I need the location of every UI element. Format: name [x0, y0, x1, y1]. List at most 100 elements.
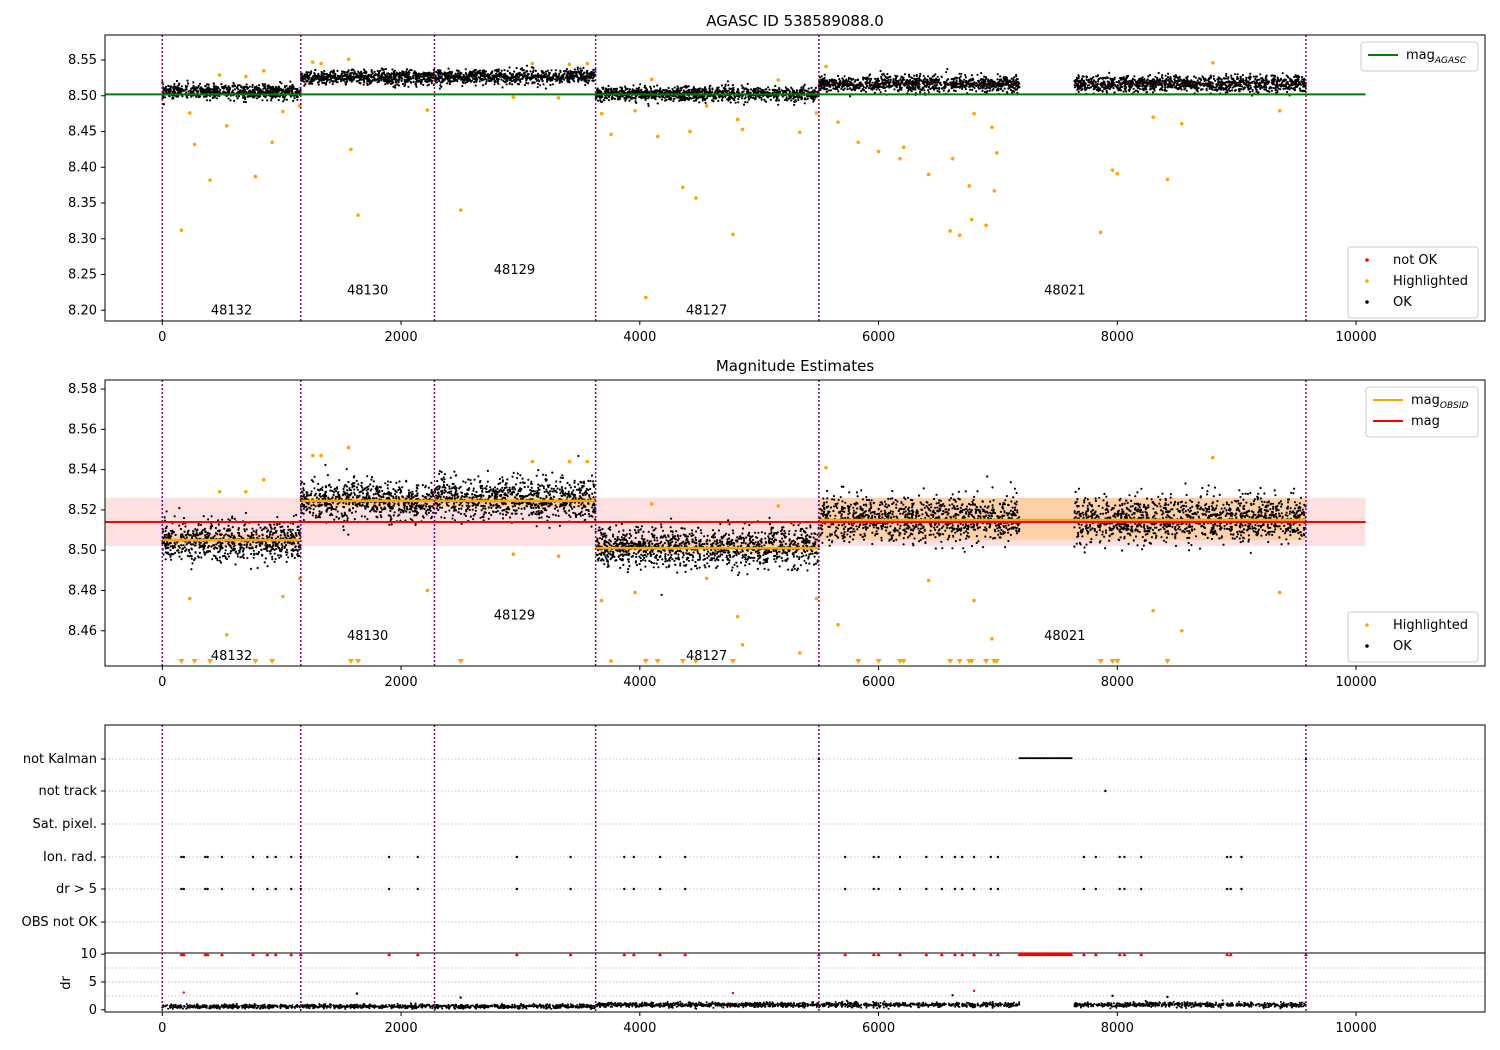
flags-row-3-point-12 [515, 855, 519, 859]
magnitude-below-range-marker-18 [956, 659, 963, 664]
magnitude-highlighted-point-19 [649, 502, 654, 506]
flags-row-3-point-25 [960, 855, 964, 859]
agasc-highlighted-point-50 [967, 184, 972, 188]
magnitude-obsid-label-48132: 48132 [211, 649, 252, 664]
flags-row-4-point-33 [1139, 887, 1143, 891]
magnitude-below-range-marker-9 [654, 659, 661, 664]
agasc-highlighted-point-9 [270, 140, 274, 145]
agasc-highlighted-point-31 [688, 129, 692, 134]
flags-row-4-point-10 [387, 887, 391, 891]
flags-row-3-point-20 [877, 855, 880, 859]
dr-ytick-label-2: 10 [80, 947, 97, 962]
flags-row-4-point-17 [683, 887, 687, 891]
magnitude-highlighted-point-25 [814, 596, 819, 601]
magnitude-legend-1-swatch-0 [1365, 623, 1369, 627]
magnitude-below-range-marker-5 [347, 659, 354, 664]
magnitude-below-range-marker-26 [1114, 659, 1121, 664]
agasc-highlighted-point-29 [655, 134, 660, 139]
agasc-legend-0 [1360, 41, 1479, 72]
flags-row-3-point-3 [206, 855, 209, 859]
flags-row-4-point-25 [960, 887, 964, 891]
flags-row-4-point-35 [1229, 887, 1232, 891]
magnitude-highlighted-point-15 [585, 459, 590, 464]
flags-row-4-point-13 [569, 887, 572, 891]
agasc-highlighted-point-18 [458, 208, 463, 212]
dr-clipped-marker-8 [289, 952, 294, 957]
magnitude-highlighted-point-34 [1277, 590, 1282, 595]
magnitude-panel: Magnitude Estimates 48132 48130 48129 48127… [68, 357, 1486, 690]
agasc-xtick-label-2: 4000 [623, 330, 656, 345]
flags-row-4-point-12 [515, 887, 519, 891]
agasc-highlighted-point-28 [649, 77, 654, 82]
flags-row-3-point-19 [872, 855, 875, 859]
magnitude-below-range-marker-13 [855, 659, 862, 664]
magnitude-below-range-marker-16 [900, 659, 907, 664]
dr-clipped-marker-4 [219, 952, 224, 957]
agasc-highlighted-point-60 [1151, 115, 1155, 120]
agasc-legend-1-label-1: Highlighted [1393, 274, 1468, 289]
dr-clipped-marker-28 [988, 952, 993, 957]
flags-row-3-point-11 [416, 855, 419, 859]
flags-category-label-3: Ion. rad. [43, 850, 97, 865]
flags-row-4-point-4 [220, 887, 224, 891]
flags-row-3-point-16 [658, 855, 662, 859]
flags-row-3-point-17 [683, 855, 687, 859]
agasc-highlighted-point-55 [992, 189, 997, 193]
magnitude-highlighted-point-3 [244, 489, 248, 494]
flags-row-4-point-18 [843, 887, 847, 891]
dr-clipped-marker-17 [683, 952, 688, 957]
magnitude-highlighted-point-20 [704, 576, 709, 581]
magnitude-plot-area: 48132 48130 48129 48127 48021 0 2000 4000 6000 80… [68, 380, 1479, 690]
magnitude-highlighted-point-7 [310, 453, 315, 458]
flags-row-3-point-10 [387, 855, 391, 859]
agasc-ok-points-1 [299, 67, 436, 89]
flags-row-3-point-28 [996, 855, 1000, 859]
magnitude-highlighted-point-28 [926, 578, 931, 583]
magnitude-highlighted-point-32 [1179, 628, 1184, 633]
magnitude-highlighted-point-14 [567, 459, 572, 464]
agasc-highlighted-point-56 [994, 151, 999, 155]
flags-category-label-0: not Kalman [23, 752, 97, 767]
agasc-highlighted-point-0 [179, 228, 184, 232]
dr-clipped-marker-34 [1139, 952, 1144, 957]
flags-row-4-point-0 [180, 887, 183, 891]
dr-clipped-marker-36 [1228, 952, 1233, 957]
magnitude-below-range-marker-23 [993, 659, 1000, 664]
flags-row-4-point-36 [1240, 887, 1243, 891]
agasc-highlighted-point-41 [836, 120, 840, 125]
magnitude-highlighted-point-24 [797, 651, 802, 655]
dr-clipped-marker-1 [181, 952, 186, 957]
agasc-highlighted-point-59 [1115, 171, 1120, 176]
dr-clipped-marker-11 [415, 952, 420, 957]
agasc-ok-points-5 [1073, 71, 1308, 97]
dr-outlier-6 [1111, 994, 1114, 998]
magnitude-below-range-marker-17 [947, 659, 954, 664]
agasc-ok-points-2 [433, 64, 597, 90]
agasc-plot-area: 48132 48130 48129 48127 48021 0 2000 4000 6000 80… [68, 35, 1479, 345]
agasc-highlighted-point-17 [425, 108, 430, 112]
flags-row-4-point-30 [1094, 887, 1098, 891]
dr-clipped-marker-16 [658, 952, 663, 957]
agasc-obsid-label-48130: 48130 [347, 283, 388, 298]
magnitude-highlighted-point-27 [836, 622, 840, 627]
agasc-highlighted-point-51 [969, 217, 974, 222]
dr-clipped-marker-6 [265, 952, 270, 957]
magnitude-highlighted-point-5 [281, 594, 285, 599]
dr-clipped-marker-7 [273, 952, 278, 957]
agasc-highlighted-point-2 [192, 142, 197, 147]
agasc-highlighted-point-12 [310, 60, 315, 64]
flags-row-3-point-36 [1240, 855, 1243, 859]
agasc-ytick-label-1: 8.25 [68, 268, 97, 283]
magnitude-highlighted-point-31 [1151, 608, 1155, 613]
flags-row-4-point-6 [266, 887, 269, 891]
flags-row-3-point-29 [1082, 855, 1086, 859]
flags-row-3-point-27 [989, 855, 992, 859]
agasc-highlighted-point-10 [281, 109, 285, 114]
magnitude-below-range-marker-27 [1164, 659, 1171, 664]
magnitude-below-range-marker-10 [679, 659, 686, 664]
magnitude-ytick-label-3: 8.52 [68, 503, 97, 518]
dr-clipped-marker-13 [568, 952, 573, 957]
magnitude-xtick-label-4: 8000 [1101, 675, 1134, 690]
flags-row-3-point-22 [925, 855, 928, 859]
dr-clipped-marker-5 [251, 952, 256, 957]
